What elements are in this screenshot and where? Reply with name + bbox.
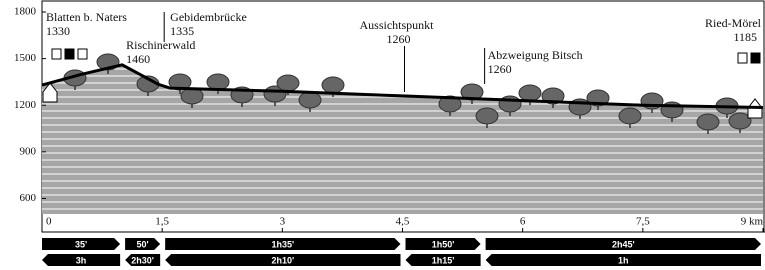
x-tick-label: 1,5 [155, 216, 169, 228]
tree [322, 77, 344, 93]
walking-time: 50' [137, 239, 149, 249]
place-name: Abzweigung Bitsch [488, 48, 583, 62]
walking-time: 1h15' [432, 255, 455, 265]
service-icon [65, 49, 74, 59]
x-tick-label: 3 [280, 216, 286, 228]
place-elevation: 1330 [46, 24, 70, 38]
tree [619, 108, 641, 124]
place-elevation: 1185 [733, 30, 757, 44]
y-tick-label: 600 [20, 192, 37, 204]
tree [697, 114, 719, 130]
y-tick-label: 1500 [14, 52, 37, 64]
walking-time: 2h10' [272, 255, 295, 265]
place-elevation: 1460 [126, 52, 150, 66]
walking-time: 35' [75, 239, 87, 249]
walking-time: 2h45' [612, 239, 635, 249]
place-name: Blatten b. Naters [46, 10, 127, 24]
tree [207, 74, 229, 90]
tree [476, 108, 498, 124]
service-icon [78, 49, 87, 59]
walking-time: 1h35' [272, 239, 295, 249]
place-name: Aussichtspunkt [359, 18, 434, 32]
tree [277, 75, 299, 91]
service-icon [751, 53, 760, 63]
service-icon [52, 49, 61, 59]
walking-time: 3h [76, 255, 87, 265]
walking-time: 2h30' [131, 255, 154, 265]
walking-time: 1h50' [432, 239, 455, 249]
y-tick-label: 1800 [14, 6, 37, 18]
service-icon [738, 53, 747, 63]
place-elevation: 1335 [170, 24, 194, 38]
elevation-profile: 600 900 1200 1500 1800 0 1,5 3 4,5 6 7,5 9 km Blatte… [0, 0, 765, 270]
tree [299, 92, 321, 108]
place-name: Gebidembrücke [170, 10, 247, 24]
x-tick-label: 7,5 [636, 216, 650, 228]
x-tick-label: 9 km [741, 216, 764, 228]
x-tick-label: 6 [520, 216, 526, 228]
walking-time: 1h [618, 255, 629, 265]
place-elevation: 1260 [488, 62, 512, 76]
y-tick-label: 1200 [14, 99, 37, 111]
tree [519, 85, 541, 101]
x-tick-label: 0 [46, 216, 52, 228]
place-elevation: 1260 [387, 32, 411, 46]
place-name: Ried-Mörel [705, 16, 762, 30]
x-tick-label: 4,5 [396, 216, 410, 228]
y-tick-label: 900 [20, 145, 37, 157]
place-name: Rischinerwald [126, 38, 195, 52]
